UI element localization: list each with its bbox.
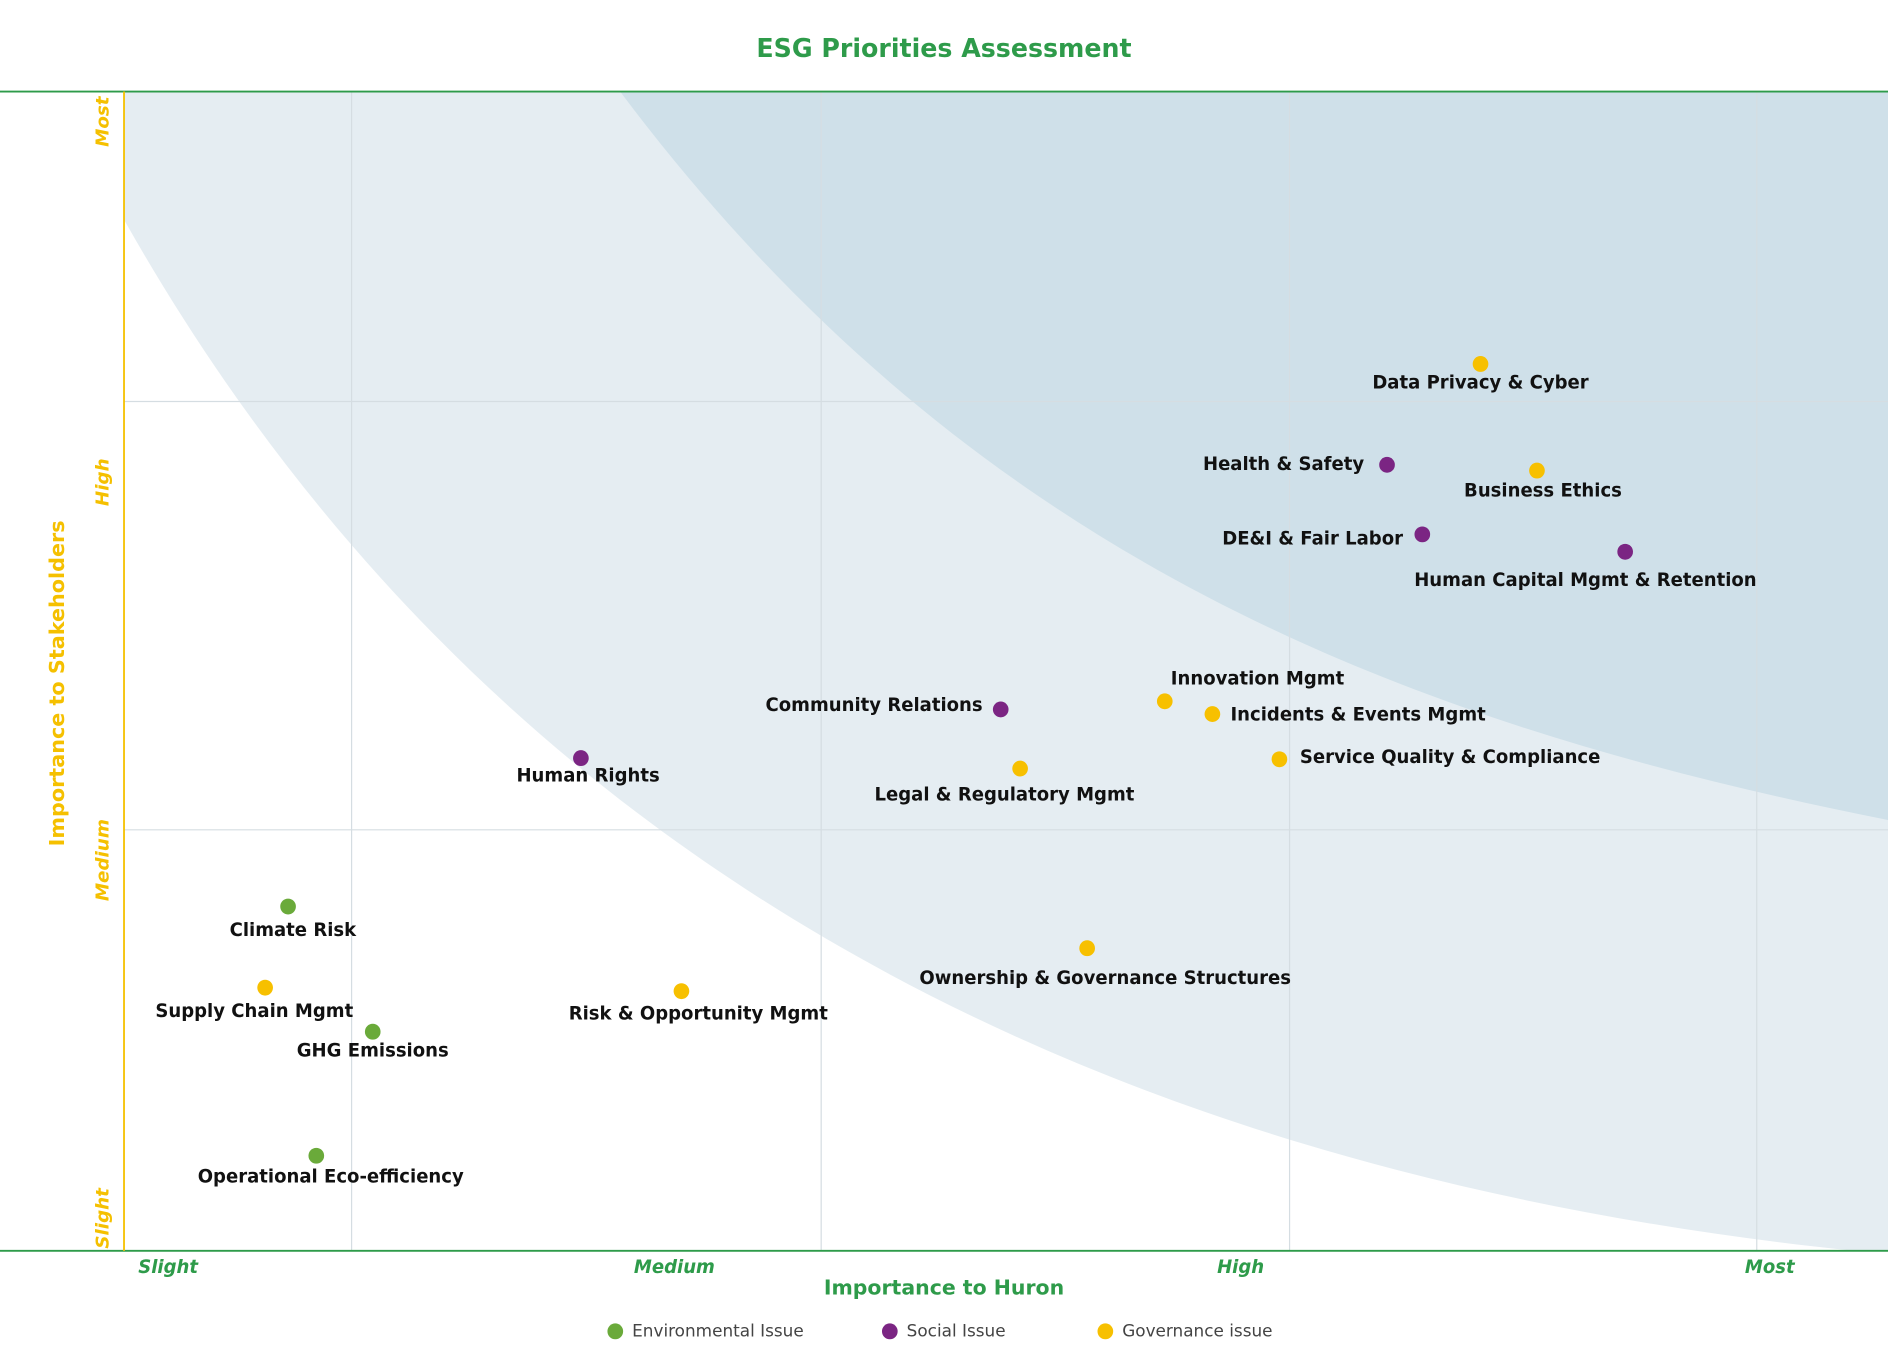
point-label: Community Relations [766, 695, 983, 716]
point [280, 898, 296, 915]
point [1617, 543, 1633, 560]
point-label: Incidents & Events Mgmt [1230, 704, 1486, 725]
point [1079, 940, 1095, 957]
point-label: Legal & Regulatory Mgmt [875, 784, 1135, 805]
point-label: Operational Eco-efficiency [198, 1167, 464, 1188]
point [1156, 693, 1173, 710]
high-zone [620, 91, 1888, 821]
point [1379, 456, 1395, 473]
point-label: DE&I & Fair Labor [1222, 528, 1403, 549]
chart-title: ESG Priorities Assessment [756, 34, 1131, 64]
point-label: Ownership & Governance Structures [919, 968, 1291, 989]
point [992, 701, 1009, 718]
point [257, 979, 273, 996]
y-tick-label: Slight [93, 1187, 114, 1249]
point-label: Climate Risk [230, 920, 358, 941]
x-tick-label: Medium [634, 1257, 715, 1278]
legend-swatch [1097, 1323, 1114, 1340]
y-tick-label: Most [93, 95, 114, 147]
point-label: Human Capital Mgmt & Retention [1414, 570, 1756, 591]
point [1414, 526, 1431, 543]
point [1204, 706, 1221, 722]
legend-label: Governance issue [1122, 1321, 1272, 1341]
x-tick-label: Slight [138, 1257, 199, 1278]
grid [124, 91, 1888, 1251]
point-label: Supply Chain Mgmt [155, 1001, 353, 1022]
point-label: Service Quality & Compliance [1300, 747, 1600, 768]
point-label: Business Ethics [1464, 480, 1622, 501]
legend-swatch [881, 1323, 898, 1340]
point [308, 1147, 325, 1164]
point-label: Human Rights [516, 765, 659, 786]
point-label: Data Privacy & Cyber [1372, 372, 1588, 393]
legend-label: Environmental Issue [632, 1321, 804, 1341]
point [1271, 751, 1288, 768]
point [364, 1023, 381, 1040]
legend-swatch [607, 1323, 624, 1340]
y-tick-label: Medium [93, 819, 114, 901]
point [1472, 356, 1489, 372]
point-label: GHG Emissions [297, 1040, 449, 1061]
y-axis-title: Importance to Stakeholders [45, 520, 69, 846]
y-tick-label: High [93, 458, 114, 506]
point [673, 983, 690, 1000]
x-axis-title: Importance to Huron [824, 1276, 1064, 1300]
point-label: Risk & Opportunity Mgmt [569, 1003, 828, 1024]
legend-label: Social Issue [907, 1321, 1006, 1341]
x-tick-label: Most [1745, 1257, 1796, 1278]
point-label: Health & Safety [1203, 454, 1364, 475]
x-tick-label: High [1217, 1257, 1264, 1278]
point-label: Innovation Mgmt [1171, 668, 1345, 689]
point [1012, 760, 1028, 777]
point [1529, 462, 1545, 479]
point [573, 750, 589, 767]
